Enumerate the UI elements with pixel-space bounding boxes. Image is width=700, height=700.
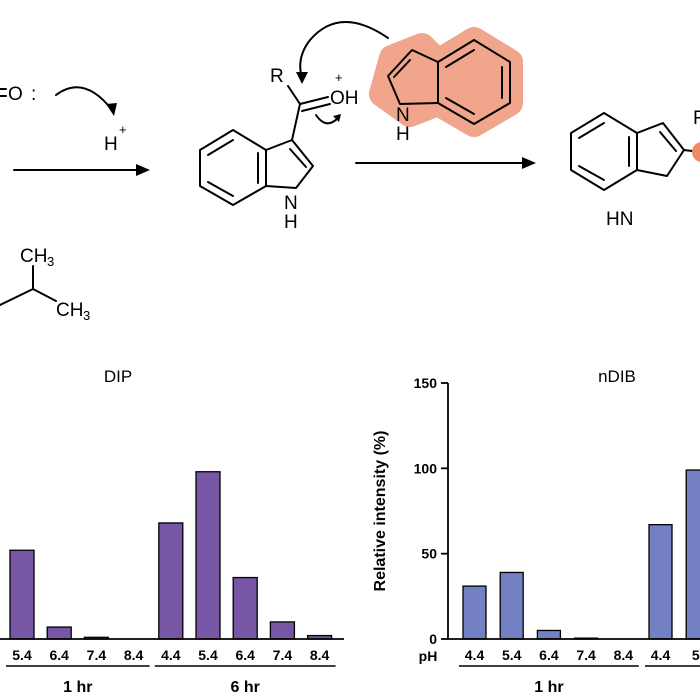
isopropyl-bond-1 — [0, 288, 34, 306]
ph-label: pH — [419, 648, 438, 664]
proton-label: H — [104, 134, 118, 155]
scheme-labels: O : H + CH 3 CH 3 R OH + N H N H R HN — [8, 66, 700, 323]
category-tick-label: 6.4 — [235, 647, 255, 663]
protonation-arrowhead — [106, 103, 117, 116]
nucleophile-nitrogen-label: N — [396, 105, 410, 126]
y-axis-label: Relative intensity (%) — [372, 431, 389, 592]
methyl-top-label: CH — [20, 246, 47, 267]
bar — [536, 629, 562, 640]
chart-dip: DIP 5.4 6.4 7.4 8.4 4.4 5.4 6.4 7.4 8.4 1 hr 6 hr — [0, 367, 344, 696]
category-tick-label: 4.4 — [465, 647, 485, 663]
bar — [9, 549, 35, 640]
electron-push-arrowhead — [333, 114, 341, 122]
bar — [499, 571, 524, 640]
product-highlight-dot — [692, 142, 700, 162]
product-benzene-inner-1 — [578, 122, 605, 139]
nucleophile-pyrrole-ring — [387, 49, 439, 105]
y-tick-label: 100 — [414, 460, 438, 476]
product-pyrrole-ring — [636, 122, 685, 177]
category-tick-label: 4.4 — [651, 647, 671, 663]
methyl-bottom-label: CH — [56, 300, 83, 321]
category-tick-label: 7.4 — [87, 647, 107, 663]
bar — [648, 524, 673, 640]
indole-benzene-inner-1 — [207, 139, 234, 156]
category-tick-label: 7.4 — [576, 647, 596, 663]
nucleophilic-attack-arrowhead — [296, 72, 308, 84]
nucleophile-pyrrole-inner — [393, 59, 411, 78]
reaction-arrow-1-head — [136, 164, 150, 176]
bar — [685, 469, 700, 640]
methyl-top-subscript: 3 — [47, 254, 54, 269]
product-nh-label: HN — [606, 209, 633, 230]
reaction-scheme — [0, 21, 700, 306]
intermediate-nh-hydrogen-label: H — [284, 212, 298, 233]
intermediate-nitrogen-label: N — [284, 193, 298, 214]
indole-pyrrole-ring — [265, 139, 314, 189]
nucleophile-benzene-inner-1 — [445, 49, 475, 68]
group-label: 1 hr — [534, 679, 563, 696]
methyl-bottom-subscript: 3 — [83, 308, 90, 323]
acyl-co-bond-2 — [301, 103, 331, 112]
category-tick-label: 8.4 — [124, 647, 144, 663]
acyl-bond — [291, 103, 301, 141]
nucleophile-hydrogen-label: H — [396, 124, 410, 145]
y-tick-label: 150 — [414, 375, 438, 391]
chart-title: DIP — [104, 367, 132, 386]
highlighted-indole — [369, 27, 523, 137]
acyl-r-bond — [287, 85, 301, 105]
group-label: 6 hr — [231, 679, 260, 696]
category-tick-label: 8.4 — [310, 647, 330, 663]
bar — [269, 621, 296, 640]
oxonium-label: OH — [330, 88, 359, 109]
product-benzene-ring — [570, 112, 638, 191]
y-tick-label: 0 — [429, 631, 437, 647]
category-tick-label: 5.4 — [198, 647, 218, 663]
bar — [195, 471, 221, 640]
category-tick-label: 6.4 — [49, 647, 69, 663]
bar — [462, 585, 487, 640]
category-tick-label: 8.4 — [614, 647, 634, 663]
category-tick-label: 5.4 — [12, 647, 32, 663]
indole-pyrrole-inner — [289, 148, 307, 168]
indole-benzene-inner-2 — [207, 181, 234, 197]
nucleophile-benzene-inner-2 — [445, 97, 475, 115]
product-benzene-inner-2 — [578, 165, 605, 181]
isopropyl-bond-3 — [32, 288, 57, 302]
category-tick-label: 5.4 — [502, 647, 522, 663]
carbonyl-oxygen-label: O — [8, 84, 23, 105]
product-pyrrole-inner — [659, 131, 677, 152]
category-tick-label: 7.4 — [273, 647, 293, 663]
acyl-co-bond-1 — [299, 96, 329, 105]
chart-title: nDIB — [598, 367, 636, 386]
chart-ndib: nDIB 4.4 5.4 6.4 7.4 8.4 4.4 5. 1 hr pH0 50 100 150 R… — [372, 367, 700, 696]
bar — [46, 626, 72, 640]
nucleophilic-attack-arrow — [299, 21, 389, 79]
group-label: 1 hr — [63, 679, 92, 696]
y-tick-label: 50 — [421, 546, 437, 562]
proton-charge: + — [119, 122, 127, 137]
r-group-label: R — [270, 66, 284, 87]
electron-push-arrow — [315, 114, 339, 125]
oxygen-lone-pair: : — [31, 84, 36, 105]
category-tick-label: 5. — [692, 647, 700, 663]
reaction-arrow-2-head — [522, 157, 536, 169]
oxonium-charge: + — [335, 70, 343, 85]
product-r-label: R — [693, 108, 700, 129]
bar — [232, 576, 258, 640]
category-tick-label: 4.4 — [161, 647, 181, 663]
category-tick-label: 6.4 — [539, 647, 559, 663]
indole-benzene-ring — [199, 129, 267, 206]
protonation-curved-arrow — [55, 86, 113, 111]
bar — [158, 522, 184, 640]
